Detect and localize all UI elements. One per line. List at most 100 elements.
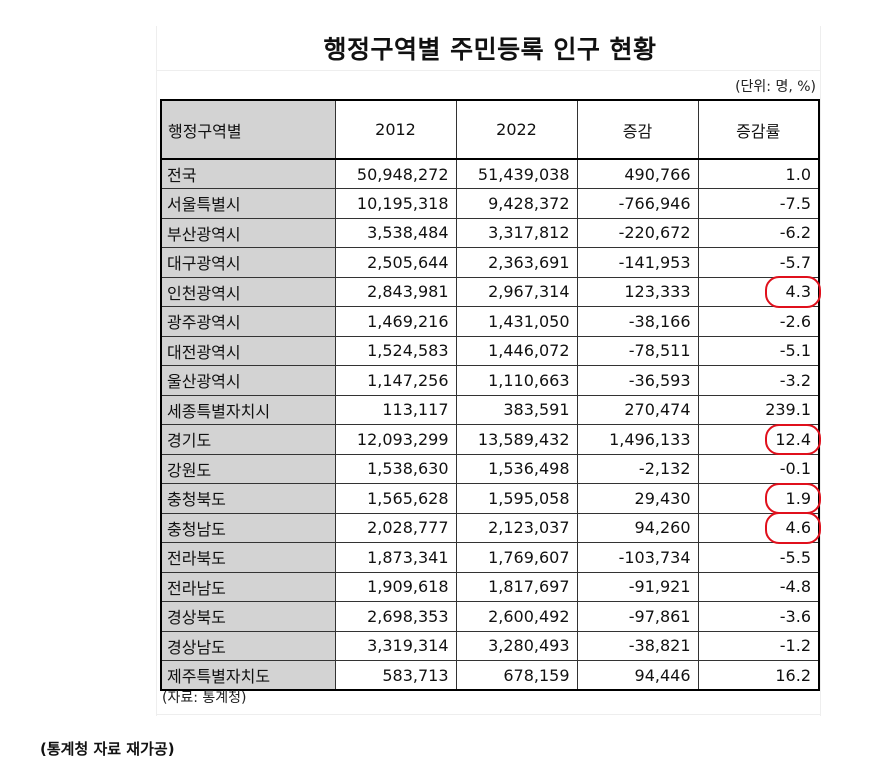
rate-cell: -3.6	[697, 601, 820, 632]
value-2012-cell: 583,713	[334, 660, 457, 691]
rate-cell: 16.2	[697, 660, 820, 691]
region-cell: 울산광역시	[160, 365, 336, 396]
region-cell: 세종특별자치시	[160, 394, 336, 425]
table-row: 대전광역시 1,524,583 1,446,072 -78,511 -5.1	[160, 335, 820, 366]
change-cell: -38,166	[576, 306, 699, 337]
value-2022-cell: 51,439,038	[455, 158, 578, 189]
region-cell: 부산광역시	[160, 217, 336, 248]
change-cell: 490,766	[576, 158, 699, 189]
table-row: 제주특별자치도 583,713 678,159 94,446 16.2	[160, 660, 820, 691]
region-cell: 대구광역시	[160, 247, 336, 278]
region-cell: 충청북도	[160, 483, 336, 514]
highlight-circle	[765, 423, 821, 455]
highlight-circle	[765, 276, 821, 308]
table-row: 울산광역시 1,147,256 1,110,663 -36,593 -3.2	[160, 365, 820, 396]
region-cell: 광주광역시	[160, 306, 336, 337]
rate-cell: -1.2	[697, 630, 820, 661]
value-2012-cell: 2,698,353	[334, 601, 457, 632]
value-2012-cell: 12,093,299	[334, 424, 457, 455]
header-row: 행정구역별 2012 2022 증감 증감률	[160, 99, 820, 160]
value-2012-cell: 3,538,484	[334, 217, 457, 248]
value-2022-cell: 1,817,697	[455, 571, 578, 602]
change-cell: 1,496,133	[576, 424, 699, 455]
sheet-gridline	[156, 26, 157, 716]
change-cell: -91,921	[576, 571, 699, 602]
column-header-change: 증감	[576, 99, 699, 160]
population-table: 행정구역별 2012 2022 증감 증감률 전국 50,948,272 51,43…	[160, 99, 820, 691]
table-row: 전라북도 1,873,341 1,769,607 -103,734 -5.5	[160, 542, 820, 573]
value-2012-cell: 1,469,216	[334, 306, 457, 337]
rate-cell: -5.7	[697, 247, 820, 278]
value-2012-cell: 2,028,777	[334, 512, 457, 543]
sheet-gridline	[156, 70, 820, 71]
region-cell: 경상남도	[160, 630, 336, 661]
value-2022-cell: 1,536,498	[455, 453, 578, 484]
table-row: 광주광역시 1,469,216 1,431,050 -38,166 -2.6	[160, 306, 820, 337]
table-row: 서울특별시 10,195,318 9,428,372 -766,946 -7.5	[160, 188, 820, 219]
rate-cell: 1.0	[697, 158, 820, 189]
rate-cell: 4.6	[697, 512, 820, 543]
sheet-gridline	[156, 714, 820, 715]
rate-cell: 12.4	[697, 424, 820, 455]
value-2022-cell: 1,446,072	[455, 335, 578, 366]
change-cell: -103,734	[576, 542, 699, 573]
region-cell: 제주특별자치도	[160, 660, 336, 691]
value-2012-cell: 1,147,256	[334, 365, 457, 396]
rate-cell: -2.6	[697, 306, 820, 337]
table-title: 행정구역별 주민등록 인구 현황	[323, 35, 657, 64]
change-cell: -38,821	[576, 630, 699, 661]
value-2012-cell: 1,524,583	[334, 335, 457, 366]
table-row: 경상남도 3,319,314 3,280,493 -38,821 -1.2	[160, 630, 820, 661]
change-cell: -2,132	[576, 453, 699, 484]
rate-cell: -7.5	[697, 188, 820, 219]
column-header-rate: 증감률	[697, 99, 820, 160]
value-2022-cell: 3,317,812	[455, 217, 578, 248]
rate-cell: -0.1	[697, 453, 820, 484]
footnote: (통계청 자료 재가공)	[40, 740, 175, 758]
unit-note: (단위: 명, %)	[735, 79, 816, 95]
region-cell: 충청남도	[160, 512, 336, 543]
value-2012-cell: 1,873,341	[334, 542, 457, 573]
value-2012-cell: 1,538,630	[334, 453, 457, 484]
value-2022-cell: 2,967,314	[455, 276, 578, 307]
table-row: 충청북도 1,565,628 1,595,058 29,430 1.9	[160, 483, 820, 514]
table-row: 대구광역시 2,505,644 2,363,691 -141,953 -5.7	[160, 247, 820, 278]
value-2012-cell: 3,319,314	[334, 630, 457, 661]
value-2022-cell: 2,363,691	[455, 247, 578, 278]
change-cell: -141,953	[576, 247, 699, 278]
table-body: 전국 50,948,272 51,439,038 490,766 1.0 서울특별시 10,…	[160, 158, 820, 691]
region-cell: 전라남도	[160, 571, 336, 602]
change-cell: 29,430	[576, 483, 699, 514]
region-cell: 전국	[160, 158, 336, 189]
table-row: 세종특별자치시 113,117 383,591 270,474 239.1	[160, 394, 820, 425]
rate-cell: -5.5	[697, 542, 820, 573]
change-cell: 94,260	[576, 512, 699, 543]
value-2012-cell: 2,843,981	[334, 276, 457, 307]
rate-cell: -3.2	[697, 365, 820, 396]
value-2022-cell: 1,431,050	[455, 306, 578, 337]
value-2012-cell: 1,565,628	[334, 483, 457, 514]
value-2022-cell: 1,110,663	[455, 365, 578, 396]
value-2012-cell: 113,117	[334, 394, 457, 425]
region-cell: 전라북도	[160, 542, 336, 573]
value-2022-cell: 13,589,432	[455, 424, 578, 455]
change-cell: 94,446	[576, 660, 699, 691]
region-cell: 강원도	[160, 453, 336, 484]
region-cell: 경상북도	[160, 601, 336, 632]
rate-cell: 4.3	[697, 276, 820, 307]
value-2012-cell: 1,909,618	[334, 571, 457, 602]
table-row: 전라남도 1,909,618 1,817,697 -91,921 -4.8	[160, 571, 820, 602]
table-row: 강원도 1,538,630 1,536,498 -2,132 -0.1	[160, 453, 820, 484]
value-2012-cell: 50,948,272	[334, 158, 457, 189]
change-cell: 123,333	[576, 276, 699, 307]
table-row: 전국 50,948,272 51,439,038 490,766 1.0	[160, 158, 820, 189]
source-note: (자료: 통계청)	[162, 690, 247, 706]
change-cell: -97,861	[576, 601, 699, 632]
value-2012-cell: 2,505,644	[334, 247, 457, 278]
rate-cell: -4.8	[697, 571, 820, 602]
rate-cell: 239.1	[697, 394, 820, 425]
value-2012-cell: 10,195,318	[334, 188, 457, 219]
value-2022-cell: 3,280,493	[455, 630, 578, 661]
change-cell: -78,511	[576, 335, 699, 366]
region-cell: 서울특별시	[160, 188, 336, 219]
